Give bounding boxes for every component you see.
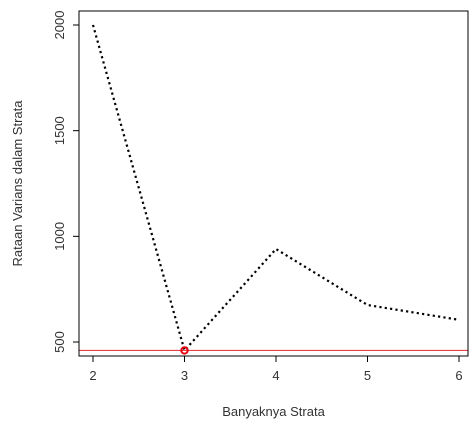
x-axis-title: Banyaknya Strata xyxy=(222,404,325,419)
x-tick-label: 3 xyxy=(181,368,188,383)
x-tick-label: 6 xyxy=(455,368,462,383)
axis-labels: Banyaknya Strata Rataan Varians dalam St… xyxy=(10,100,326,419)
y-tick-label: 2000 xyxy=(52,11,67,40)
x-tick-label: 5 xyxy=(364,368,371,383)
plot-area xyxy=(79,24,468,355)
x-tick-label: 4 xyxy=(272,368,279,383)
axes: 2 3 4 5 6 500 1000 1500 2000 xyxy=(52,10,469,383)
y-axis-title: Rataan Varians dalam Strata xyxy=(10,100,25,267)
highlight-point xyxy=(180,346,189,355)
y-tick-label: 1500 xyxy=(52,116,67,145)
y-tick-label: 500 xyxy=(52,331,67,353)
y-tick-label: 1000 xyxy=(52,222,67,251)
plot-frame xyxy=(78,10,469,357)
x-tick-label: 2 xyxy=(89,368,96,383)
data-series-line xyxy=(91,24,460,353)
